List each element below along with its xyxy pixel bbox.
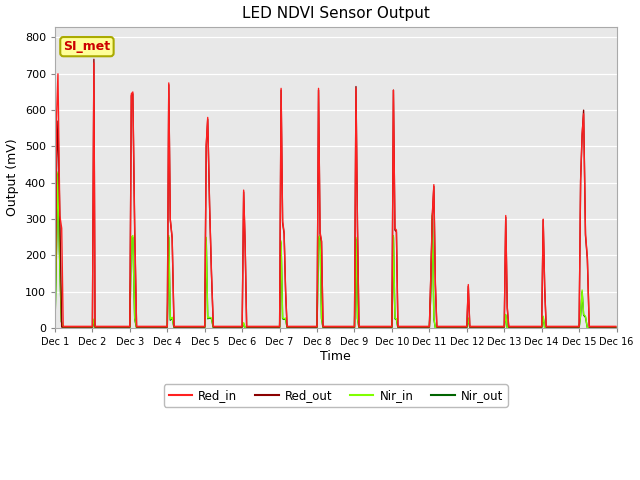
Y-axis label: Output (mV): Output (mV) <box>6 139 19 216</box>
Text: SI_met: SI_met <box>63 40 111 53</box>
Legend: Red_in, Red_out, Nir_in, Nir_out: Red_in, Red_out, Nir_in, Nir_out <box>164 384 508 407</box>
Title: LED NDVI Sensor Output: LED NDVI Sensor Output <box>242 6 429 21</box>
X-axis label: Time: Time <box>321 350 351 363</box>
